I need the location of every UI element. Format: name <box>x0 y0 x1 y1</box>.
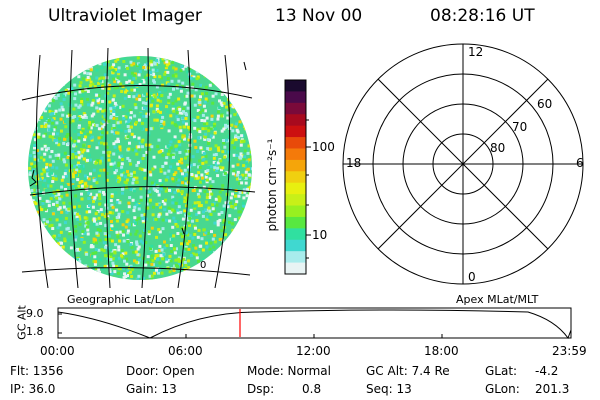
color-bar-segment <box>285 148 306 161</box>
color-bar-segment <box>285 114 306 127</box>
timeline-xtick-1: 06:00 <box>168 344 203 358</box>
color-bar-segment <box>285 137 306 149</box>
status-gain: Gain: 13 <box>126 382 177 396</box>
grid-tick-label: 0 <box>200 260 206 271</box>
geo-grid <box>21 48 256 288</box>
timeline-xtick-2: 12:00 <box>296 344 331 358</box>
color-bar-segment <box>285 262 306 275</box>
mlt-label-0: 0 <box>468 270 476 284</box>
colorbar-tick-10: 10 <box>312 228 328 242</box>
status-glat-value: -4.2 <box>535 364 559 378</box>
colorbar-unit-label: photon cm⁻²s⁻¹ <box>265 138 279 232</box>
color-bar-segment <box>285 171 306 184</box>
timeline-ytick-1.8: 1.8 <box>26 325 44 338</box>
geographic-label: Geographic Lat/Lon <box>67 293 175 306</box>
mlt-label-18: 18 <box>346 156 362 170</box>
mlat-label-60: 60 <box>537 97 553 111</box>
status-ip: IP: 36.0 <box>10 382 56 396</box>
timeline-plot <box>57 307 572 340</box>
color-bar-segment <box>285 228 306 241</box>
color-bar-segment <box>285 102 306 115</box>
colorbar-tick-100: 100 <box>312 140 335 154</box>
color-bar-segment <box>285 216 306 229</box>
observation-date: 13 Nov 00 <box>275 6 363 26</box>
status-mode: Mode: Normal <box>247 364 331 378</box>
mlt-label-6: 6 <box>576 156 584 170</box>
mlat-label-80: 80 <box>490 141 506 155</box>
color-bar-segment <box>285 159 306 172</box>
mlat-label-70: 70 <box>512 120 528 134</box>
color-bar-segment <box>285 91 306 104</box>
status-glat-label: GLat: <box>485 364 518 378</box>
timeline-xtick-0: 00:00 <box>40 344 75 358</box>
timeline-xtick-3: 18:00 <box>424 344 459 358</box>
color-bar-segment <box>285 239 306 252</box>
color-bar-segment <box>285 182 306 195</box>
mlt-label-12: 12 <box>468 45 484 59</box>
status-door: Door: Open <box>126 364 195 378</box>
apex-label: Apex MLat/MLT <box>456 293 539 306</box>
timeline-ytick-9: 9.0 <box>26 307 44 320</box>
status-gcalt: GC Alt: 7.4 Re <box>366 364 450 378</box>
status-dsp-value: 0.8 <box>302 382 322 396</box>
uv-image <box>21 48 256 288</box>
status-dsp-label: Dsp: <box>247 382 275 396</box>
color-bar-segment <box>285 205 306 218</box>
color-bar-segment <box>285 125 306 138</box>
color-bar-segment <box>285 251 306 264</box>
status-seq: Seq: 13 <box>366 382 412 396</box>
polar-grid <box>342 43 584 285</box>
timeline-xtick-4: 23:59 <box>552 344 587 358</box>
instrument-title: Ultraviolet Imager <box>48 6 202 26</box>
status-flt: Flt: 1356 <box>10 364 64 378</box>
color-bar-segment <box>285 194 306 207</box>
observation-time: 08:28:16 UT <box>430 6 535 26</box>
color-bar-frame <box>284 79 307 275</box>
status-glon-label: GLon: <box>485 382 520 396</box>
color-bar-segment <box>285 80 306 92</box>
color-bar <box>285 80 306 275</box>
status-glon-value: 201.3 <box>535 382 570 396</box>
